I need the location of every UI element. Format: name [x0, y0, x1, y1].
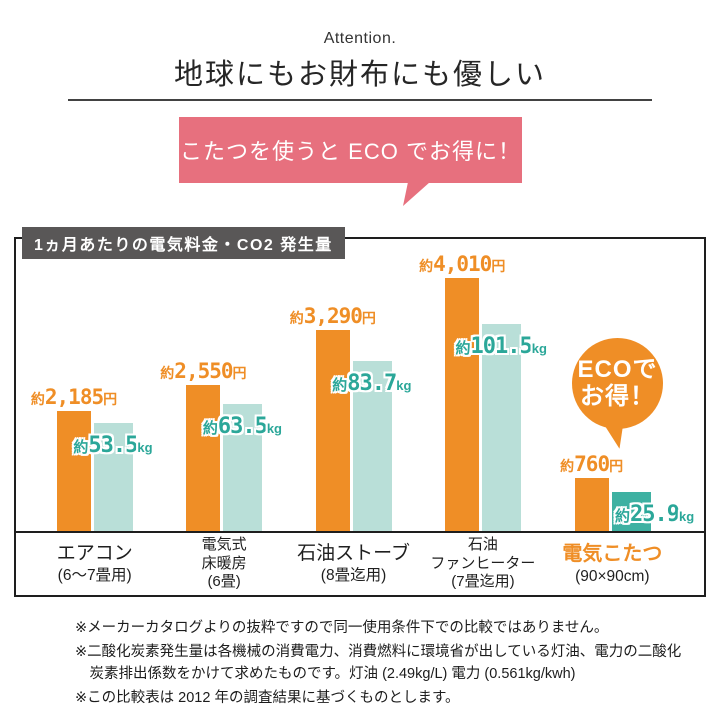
cost-bar — [186, 385, 221, 531]
eco-badge-line2: お得！ — [580, 382, 655, 410]
cost-bar — [445, 278, 480, 531]
cost-label: 約2,550円 — [160, 359, 247, 384]
bar-group-aircon: 約2,185円 約53.5kg — [30, 239, 159, 531]
header-eyebrow: Attention. — [323, 30, 397, 47]
chart-title: 1ヵ月あたりの電気料金・CO2 発生量 — [22, 227, 345, 259]
co2-bar — [223, 404, 263, 531]
bar-group-fan-heater: 約4,010円 約101.5kg — [418, 239, 547, 531]
co2-label: 約25.9kg — [615, 501, 695, 527]
bar-group-kotatsu: 約760円 約25.9kg — [548, 239, 694, 531]
co2-bar — [352, 361, 392, 531]
co2-bar — [94, 423, 133, 531]
cost-bar — [574, 478, 609, 531]
footnotes: ※メーカーカタログよりの抜粋ですので同一使用条件下での比較ではありません。 ※二… — [75, 618, 683, 713]
bar-group-oil-stove: 約3,290円 約83.7kg — [289, 239, 418, 531]
co2-bar — [482, 324, 522, 531]
cost-bar — [57, 411, 91, 531]
speech-bubble-text: こたつを使うと ECO でお得に！ — [180, 139, 521, 164]
cost-label: 約3,290円 — [289, 304, 376, 329]
category-label-fan-heater: 石油 ファンヒーター (7畳迄用) — [430, 535, 536, 591]
co2-label: 約53.5kg — [73, 432, 153, 458]
bar-group-floor-heating: 約2,550円 約63.5kg — [159, 239, 288, 531]
category-labels-row: エアコン (6〜7畳用) 電気式 床暖房 (6畳) 石油ストーブ (8畳迄用) … — [16, 533, 704, 595]
eco-badge-line1: ECOで — [577, 355, 658, 383]
category-label-aircon: エアコン (6〜7畳用) — [56, 543, 133, 585]
speech-bubble: こたつを使うと ECO でお得に！ — [179, 117, 522, 183]
footnote-3: ※この比較表は 2012 年の調査結果に基づくものとします。 — [75, 690, 460, 707]
cost-label: 約4,010円 — [419, 252, 506, 277]
chart-panel: 1ヵ月あたりの電気料金・CO2 発生量 約2,185円 約53.5kg 約2,5… — [14, 227, 706, 597]
co2-label: 約101.5kg — [455, 333, 547, 359]
co2-bar — [611, 492, 651, 531]
category-label-oil-stove: 石油ストーブ (8畳迄用) — [297, 543, 410, 585]
cost-bar — [315, 330, 350, 531]
speech-bubble-tail — [403, 182, 430, 206]
co2-label: 約83.7kg — [332, 370, 412, 396]
x-axis-line — [16, 531, 704, 533]
header-divider — [68, 99, 652, 101]
bars-area: 約2,185円 約53.5kg 約2,550円 約63.5kg 約3,290円 … — [16, 239, 704, 531]
category-label-floor-heating: 電気式 床暖房 (6畳) — [201, 535, 247, 591]
category-label-kotatsu: 電気こたつ (90×90cm) — [562, 542, 663, 585]
page-title: 地球にもお財布にも優しい — [173, 59, 546, 91]
footnote-1: ※メーカーカタログよりの抜粋ですので同一使用条件下での比較ではありません。 — [75, 620, 609, 636]
footnote-2: ※二酸化炭素発生量は各機械の消費電力、消費燃料に環境省が出している灯油、電力の二… — [75, 644, 682, 682]
co2-label: 約63.5kg — [202, 413, 282, 439]
cost-label: 約760円 — [560, 452, 624, 477]
cost-label: 約2,185円 — [30, 385, 118, 410]
eco-badge: ECOで お得！ — [572, 338, 663, 429]
